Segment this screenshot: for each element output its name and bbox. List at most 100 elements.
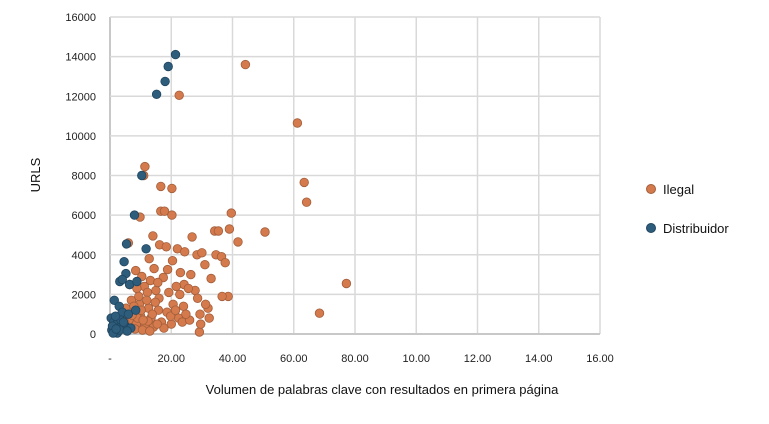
point-ilegal: [167, 210, 177, 220]
grid-lines: [109, 16, 601, 335]
point-ilegal: [147, 309, 158, 319]
point-ilegal: [179, 247, 190, 257]
point-ilegal: [192, 293, 203, 304]
point-ilegal: [161, 242, 172, 252]
point-ilegal: [194, 327, 205, 337]
y-tick-label: 2000: [72, 289, 96, 301]
point-distribuidor: [110, 311, 121, 321]
point-ilegal: [183, 283, 194, 294]
point-ilegal: [167, 256, 178, 266]
point-ilegal: [167, 183, 177, 194]
point-ilegal: [164, 287, 174, 298]
point-distribuidor: [118, 317, 129, 327]
point-distribuidor: [109, 295, 120, 306]
y-tick-label: 6000: [72, 210, 96, 222]
x-axis-title: Volumen de palabras clave con resultados…: [206, 382, 559, 397]
point-ilegal: [145, 326, 155, 336]
x-tick-label: -: [108, 353, 112, 365]
point-ilegal: [152, 319, 162, 329]
point-ilegal: [200, 299, 211, 310]
point-ilegal: [301, 197, 312, 207]
point-ilegal: [165, 311, 176, 321]
point-ilegal: [181, 309, 191, 319]
point-distribuidor: [122, 326, 132, 336]
point-ilegal: [142, 295, 152, 306]
point-distribuidor: [137, 170, 147, 181]
point-distribuidor: [117, 274, 128, 285]
point-ilegal: [217, 291, 227, 302]
point-ilegal: [186, 269, 196, 280]
legend: Ilegal Distribuidor: [646, 182, 729, 236]
point-distribuidor: [130, 305, 141, 315]
x-tick-label: 40.00: [219, 353, 247, 365]
point-ilegal: [233, 237, 243, 247]
point-ilegal: [204, 313, 214, 323]
point-distribuidor: [121, 239, 132, 249]
x-tick-label: 80.00: [341, 353, 369, 365]
y-tick-label: 16000: [65, 12, 96, 24]
series-distribuidor: [106, 49, 181, 338]
point-distribuidor: [132, 276, 142, 287]
point-ilegal: [341, 278, 352, 289]
x-tick-label: 10.00: [402, 353, 430, 365]
y-tick-label: 10000: [65, 131, 96, 143]
y-tick-label: 12000: [65, 91, 96, 103]
point-ilegal: [178, 301, 189, 312]
point-ilegal: [140, 161, 150, 172]
point-ilegal: [195, 309, 205, 319]
y-tick-label: 14000: [65, 52, 96, 64]
point-ilegal: [175, 267, 186, 278]
point-ilegal: [220, 258, 230, 268]
point-ilegal: [174, 90, 184, 101]
point-ilegal: [153, 277, 163, 288]
x-tick-label: 60.00: [280, 353, 308, 365]
point-ilegal: [142, 287, 153, 298]
legend-marker-distribuidor: [646, 223, 656, 233]
y-axis-title: URLS: [28, 157, 43, 192]
legend-marker-ilegal: [646, 184, 656, 194]
point-ilegal: [226, 208, 237, 218]
point-ilegal: [224, 224, 235, 234]
x-tick-label: 16.00: [586, 353, 614, 365]
tick-labels: - 20.00 40.00 60.00 80.00 10.00 12.00 14.00 16.0…: [65, 12, 613, 365]
point-ilegal: [175, 289, 185, 300]
legend-label-distribuidor: Distribuidor: [663, 221, 729, 236]
point-ilegal: [240, 59, 251, 70]
point-ilegal: [171, 281, 181, 292]
point-ilegal: [206, 273, 216, 284]
y-tick-label: 0: [90, 329, 96, 341]
point-ilegal: [213, 226, 224, 236]
point-ilegal: [156, 181, 166, 192]
point-ilegal: [138, 315, 148, 325]
point-ilegal: [260, 227, 270, 237]
x-tick-label: 20.00: [157, 353, 185, 365]
point-ilegal: [162, 264, 173, 275]
point-ilegal: [187, 232, 197, 242]
point-ilegal: [195, 319, 206, 329]
legend-label-ilegal: Ilegal: [663, 182, 694, 197]
y-tick-label: 4000: [72, 250, 96, 262]
y-tick-label: 8000: [72, 171, 96, 183]
x-tick-label: 12.00: [464, 353, 492, 365]
point-ilegal: [150, 297, 161, 308]
point-ilegal: [197, 248, 207, 258]
point-distribuidor: [141, 244, 151, 254]
point-distribuidor: [123, 309, 134, 319]
point-distribuidor: [163, 61, 173, 72]
point-distribuidor: [160, 76, 170, 87]
point-ilegal: [149, 263, 159, 274]
point-distribuidor: [111, 324, 121, 334]
point-ilegal: [151, 285, 161, 296]
point-ilegal: [148, 231, 158, 241]
point-distribuidor: [170, 49, 181, 60]
point-distribuidor: [151, 89, 162, 100]
point-ilegal: [314, 308, 325, 318]
x-tick-label: 14.00: [525, 353, 553, 365]
point-ilegal: [159, 206, 170, 216]
point-ilegal: [130, 265, 141, 276]
point-ilegal: [299, 177, 309, 188]
data-points: [106, 49, 352, 338]
point-distribuidor: [129, 210, 140, 220]
